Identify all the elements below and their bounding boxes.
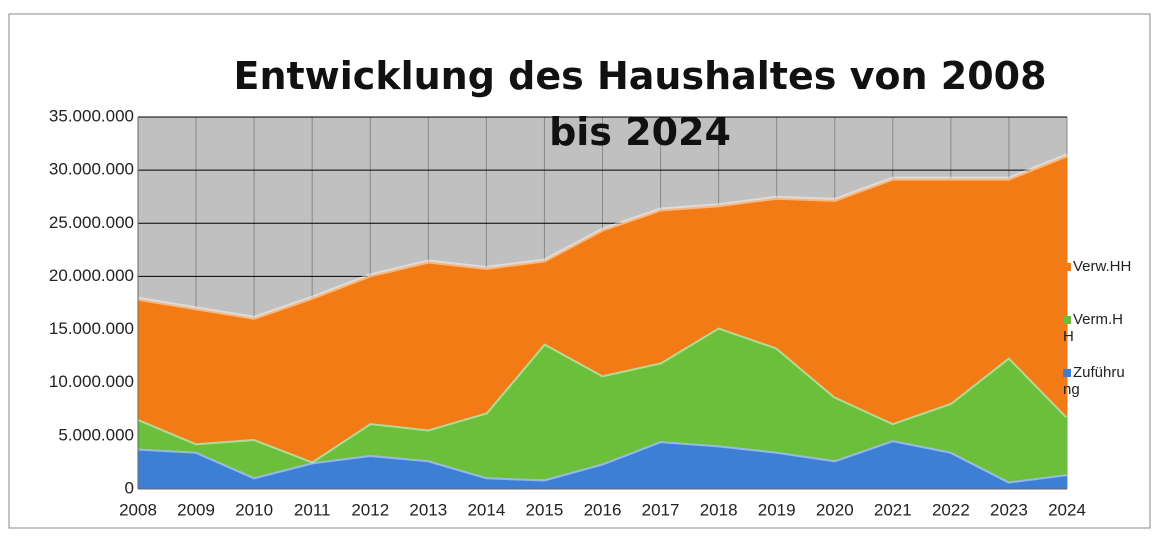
y-tick-label: 30.000.000 xyxy=(49,160,134,179)
x-tick-label: 2015 xyxy=(526,500,564,519)
area xyxy=(138,155,1067,462)
legend-swatch xyxy=(1063,263,1071,271)
y-tick-label: 5.000.000 xyxy=(58,425,134,444)
area xyxy=(138,440,1067,489)
y-tick-label: 0 xyxy=(125,478,134,497)
x-tick-label: 2023 xyxy=(990,500,1028,519)
x-tick-label: 2012 xyxy=(351,500,389,519)
legend-label: Verw.HH xyxy=(1073,258,1132,275)
x-tick-label: 2017 xyxy=(642,500,680,519)
legend-label: Zuführung xyxy=(1063,364,1125,398)
area xyxy=(138,327,1067,482)
legend-swatch xyxy=(1063,369,1071,377)
x-tick-label: 2009 xyxy=(177,500,215,519)
x-tick-label: 2020 xyxy=(816,500,854,519)
x-tick-label: 2014 xyxy=(467,500,505,519)
x-tick-label: 2011 xyxy=(294,500,331,519)
area-edge xyxy=(137,153,1068,320)
legend-entry: Verw.HH xyxy=(1063,258,1133,275)
x-tick-label: 2022 xyxy=(932,500,970,519)
x-tick-label: 2018 xyxy=(700,500,738,519)
x-tick-label: 2019 xyxy=(758,500,796,519)
y-tick-label: 25.000.000 xyxy=(49,213,134,232)
legend-entry: Verm.HH xyxy=(1063,311,1133,345)
x-tick-label: 2016 xyxy=(584,500,622,519)
y-tick-label: 20.000.000 xyxy=(49,266,134,285)
x-tick-label: 2024 xyxy=(1048,500,1086,519)
y-tick-label: 15.000.000 xyxy=(49,319,134,338)
legend-label: Verm.HH xyxy=(1063,311,1124,345)
y-tick-label: 35.000.000 xyxy=(49,106,134,125)
legend-entry: Zuführung xyxy=(1063,364,1133,398)
y-tick-label: 10.000.000 xyxy=(49,372,134,391)
x-tick-label: 2008 xyxy=(119,500,157,519)
x-tick-label: 2010 xyxy=(235,500,273,519)
x-tick-label: 2013 xyxy=(409,500,447,519)
chart-title: Entwicklung des Haushaltes von 2008 bis … xyxy=(233,54,1047,154)
x-tick-label: 2021 xyxy=(874,500,912,519)
legend-swatch xyxy=(1063,316,1071,324)
